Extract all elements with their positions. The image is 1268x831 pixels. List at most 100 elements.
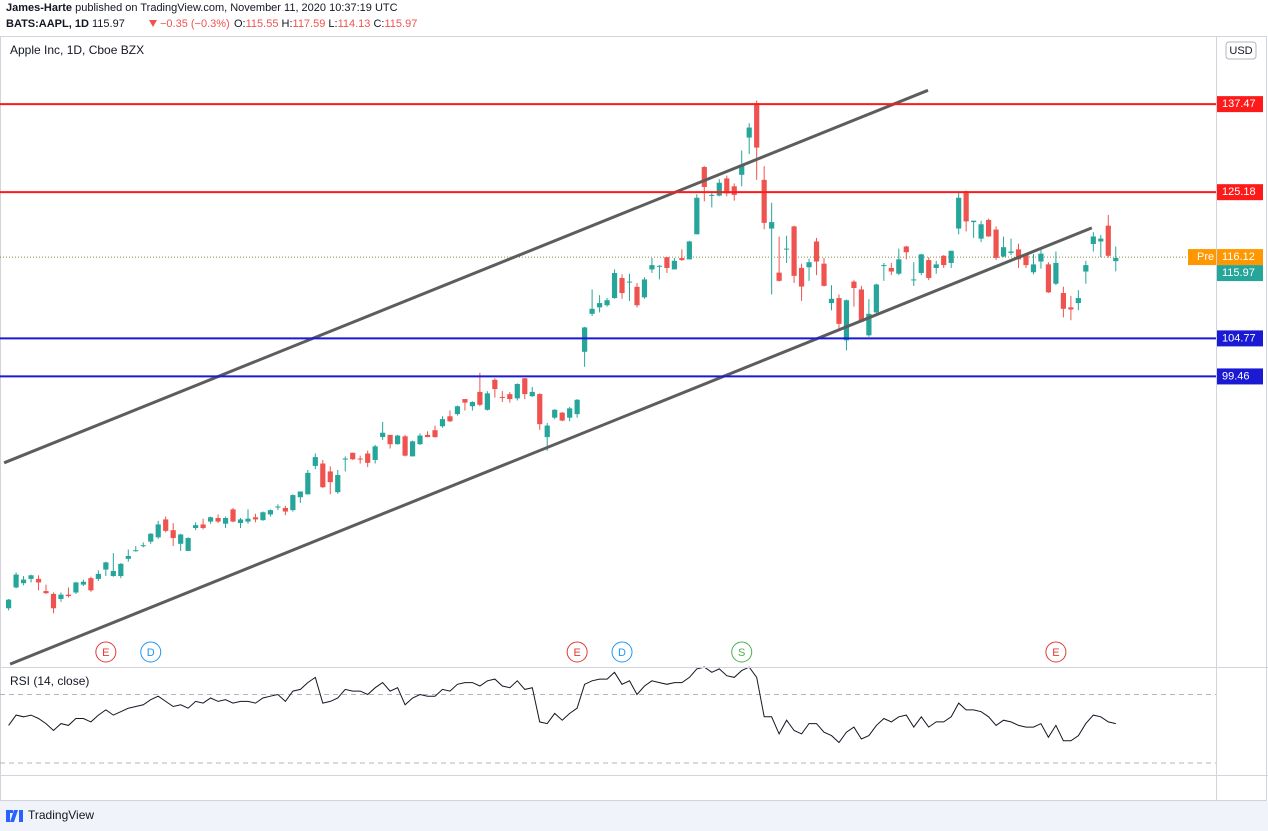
candle-body (207, 517, 214, 522)
brand-name: TradingView (28, 808, 94, 822)
candle-body (724, 178, 730, 194)
candle-body (395, 435, 401, 445)
candle-body (948, 250, 954, 263)
event-label: E (102, 647, 109, 659)
candle-body (896, 259, 902, 274)
candle-body (365, 453, 371, 463)
candle-body (813, 241, 820, 262)
candle-body (73, 582, 79, 593)
ohlc-label: L: (328, 18, 337, 30)
ohlc-label: H: (282, 18, 293, 30)
candle-body (514, 384, 520, 399)
candle-body (978, 224, 984, 239)
candle-body (567, 408, 573, 418)
candle-body (103, 562, 109, 570)
candle-body (439, 419, 446, 427)
event-marker (566, 641, 588, 663)
candle-body (222, 517, 229, 524)
candle-body (619, 277, 625, 294)
candle-body (95, 573, 101, 579)
candle-body (761, 179, 767, 223)
candle-body (641, 279, 648, 298)
candle-body (739, 164, 745, 175)
candle-body (193, 525, 199, 529)
candle-body (1030, 264, 1037, 273)
candle-body (1090, 236, 1096, 244)
currency-label: USD (1229, 45, 1252, 57)
candle-body (170, 530, 176, 539)
candle-body (417, 435, 423, 445)
candle-body (155, 524, 161, 538)
trend-line (9, 226, 1093, 666)
event-marker (140, 641, 162, 663)
candle-body (110, 571, 116, 577)
event-marker (1045, 641, 1067, 663)
candle-body (873, 284, 879, 313)
candle-body (746, 127, 752, 138)
candle-body (926, 260, 932, 278)
event-label: S (738, 647, 745, 659)
ohlc: O:115.55 H:117.59 L:114.13 C:115.97 (234, 18, 417, 30)
event-label: E (573, 647, 580, 659)
candle-body (65, 594, 72, 597)
candle-body (282, 507, 288, 512)
candle-body (118, 563, 124, 577)
candle-body (537, 394, 543, 425)
candle-body (1083, 265, 1089, 272)
candle-body (888, 267, 894, 272)
candle-body (686, 241, 692, 260)
candle-body (716, 182, 722, 196)
level-label: 137.47 (1222, 98, 1256, 110)
candle-body (1075, 298, 1081, 304)
author: James-Harte (6, 2, 72, 14)
event-marker (611, 641, 633, 663)
candle-body (387, 434, 393, 445)
candle-body (1000, 247, 1007, 257)
candle-body (933, 264, 939, 268)
candle-body (911, 279, 917, 281)
candle-body (424, 434, 431, 438)
candle-body (1105, 225, 1111, 256)
chart-title: Apple Inc, 1D, Cboe BZX (10, 43, 144, 57)
candle-body (522, 378, 528, 395)
candle-body (679, 258, 685, 261)
ohlc-value: 114.13 (338, 18, 371, 30)
candle-body (821, 263, 827, 286)
candle-body (507, 394, 513, 400)
candle-body (656, 265, 663, 267)
candle-body (380, 432, 386, 438)
indicator-title: RSI (14, close) (10, 674, 89, 688)
candle-body (245, 518, 251, 522)
level-box (1217, 184, 1263, 201)
candle-body (260, 512, 266, 521)
candle-body (582, 327, 588, 352)
candle-body (776, 272, 782, 281)
candle-body (469, 401, 476, 407)
event-label: D (147, 647, 155, 659)
level-box (1217, 96, 1263, 113)
candle-body (357, 458, 363, 460)
candle-body (828, 298, 835, 304)
down-arrow (149, 20, 157, 27)
ohlc-value: 115.97 (384, 18, 417, 30)
axis-layer: USD Apple Inc, 1D, Cboe BZX 137.47 125.18 10… (10, 41, 1263, 688)
candle-body (215, 517, 221, 522)
candle-body (20, 579, 27, 584)
candle-body (200, 524, 206, 529)
ohlc-label: O: (234, 18, 246, 30)
candle-body (305, 472, 311, 495)
candle-body (664, 257, 670, 268)
published-note: published on TradingView.com, November 1… (75, 2, 398, 14)
last-price-box (1217, 265, 1263, 282)
candle-body (843, 300, 850, 341)
candle-body (552, 409, 558, 418)
candle-body (963, 191, 969, 222)
candle-body (754, 103, 760, 148)
candle-body (484, 393, 490, 410)
event-label: D (618, 647, 626, 659)
candle-body (230, 509, 236, 522)
candle-body (462, 399, 468, 403)
ohlc-label: C: (373, 18, 384, 30)
candle-body (1053, 262, 1059, 284)
